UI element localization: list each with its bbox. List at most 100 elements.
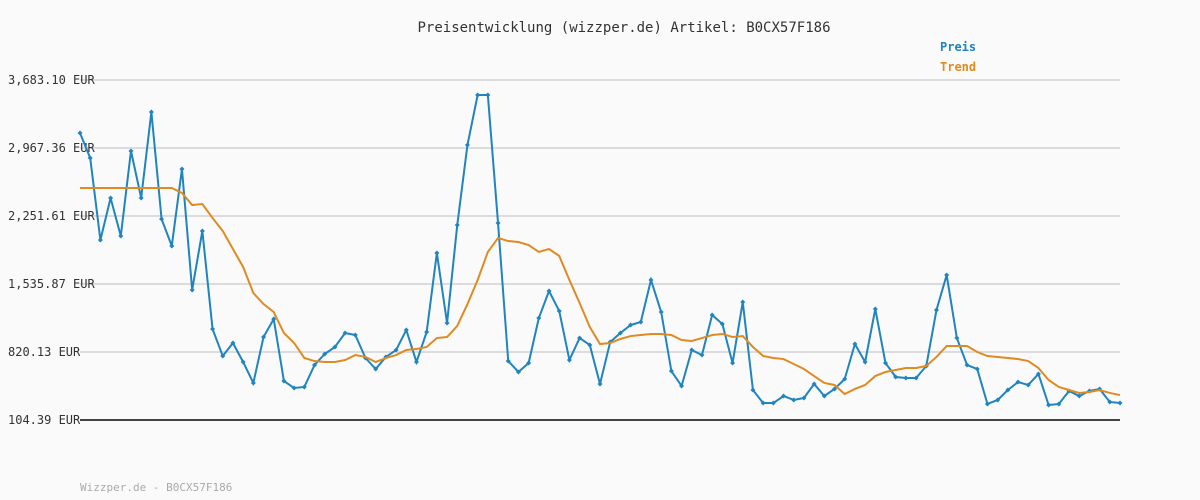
data-point [230,340,236,346]
data-point [138,195,144,201]
data-point [760,400,766,406]
data-point [1117,400,1123,406]
data-point [658,309,664,315]
y-tick-label: 2,967.36 EUR [8,141,95,155]
data-point [424,329,430,335]
data-point [781,393,787,399]
y-tick-label: 1,535.87 EUR [8,277,95,291]
data-point [393,347,399,353]
y-tick-label: 2,251.61 EUR [8,209,95,223]
data-point [893,374,899,380]
data-point [954,335,960,341]
data-point [964,362,970,368]
data-point [862,359,868,365]
data-point [689,347,695,353]
data-point [709,312,715,318]
data-point [750,387,756,393]
data-point [312,362,318,368]
data-point [444,320,450,326]
data-point [791,397,797,403]
data-point [1046,402,1052,408]
data-point [546,288,552,294]
data-point [974,366,980,372]
data-point [240,359,246,365]
data-point [148,109,154,115]
data-point [97,237,103,243]
data-point [617,330,623,336]
data-point [413,359,419,365]
data-point [281,378,287,384]
legend-entry: Preis [940,40,976,54]
data-point [933,307,939,313]
data-point [668,368,674,374]
data-point [108,195,114,201]
data-point [566,357,572,363]
data-point [648,277,654,283]
data-point [872,306,878,312]
data-point [882,360,888,366]
data-point [597,381,603,387]
data-point [1107,399,1113,405]
y-tick-label: 104.39 EUR [8,413,81,427]
data-point [403,327,409,333]
data-point [679,383,685,389]
data-point [719,321,725,327]
data-point [322,351,328,357]
data-point [587,342,593,348]
data-point [556,308,562,314]
data-point [730,360,736,366]
data-point [118,233,124,239]
data-point [832,386,838,392]
data-point [199,228,205,234]
data-point [434,250,440,256]
data-point [811,381,817,387]
data-point [220,353,226,359]
data-point [740,299,746,305]
data-point [699,352,705,358]
data-point [505,358,511,364]
data-point [913,375,919,381]
data-point [821,393,827,399]
data-point [1015,379,1021,385]
data-point [128,148,134,154]
data-point [536,315,542,321]
data-point [495,220,501,226]
data-point [638,319,644,325]
data-point [515,369,521,375]
data-point [87,155,93,161]
data-point [464,142,470,148]
data-point [1076,393,1082,399]
y-tick-label: 3,683.10 EUR [8,73,95,87]
data-point [210,326,216,332]
data-point [1025,382,1031,388]
data-point [577,335,583,341]
data-point [984,401,990,407]
data-point [169,243,175,249]
data-point [332,344,338,350]
data-point [342,330,348,336]
data-point [852,341,858,347]
data-point [179,166,185,172]
data-point [1005,387,1011,393]
footer: Wizzper.de - B0CX57F186 [80,481,232,494]
data-point [159,216,165,222]
data-point [271,316,277,322]
data-point [454,222,460,228]
data-point [770,400,776,406]
data-point [628,322,634,328]
data-point [842,376,848,382]
y-tick-label: 820.13 EUR [8,345,81,359]
data-point [801,395,807,401]
data-point [485,92,491,98]
data-point [1035,371,1041,377]
chart-title: Preisentwicklung (wizzper.de) Artikel: B… [417,20,830,36]
data-point [261,334,267,340]
data-point [291,385,297,391]
data-point [944,272,950,278]
data-point [1056,401,1062,407]
legend-entry: Trend [940,60,976,74]
data-point [352,332,358,338]
